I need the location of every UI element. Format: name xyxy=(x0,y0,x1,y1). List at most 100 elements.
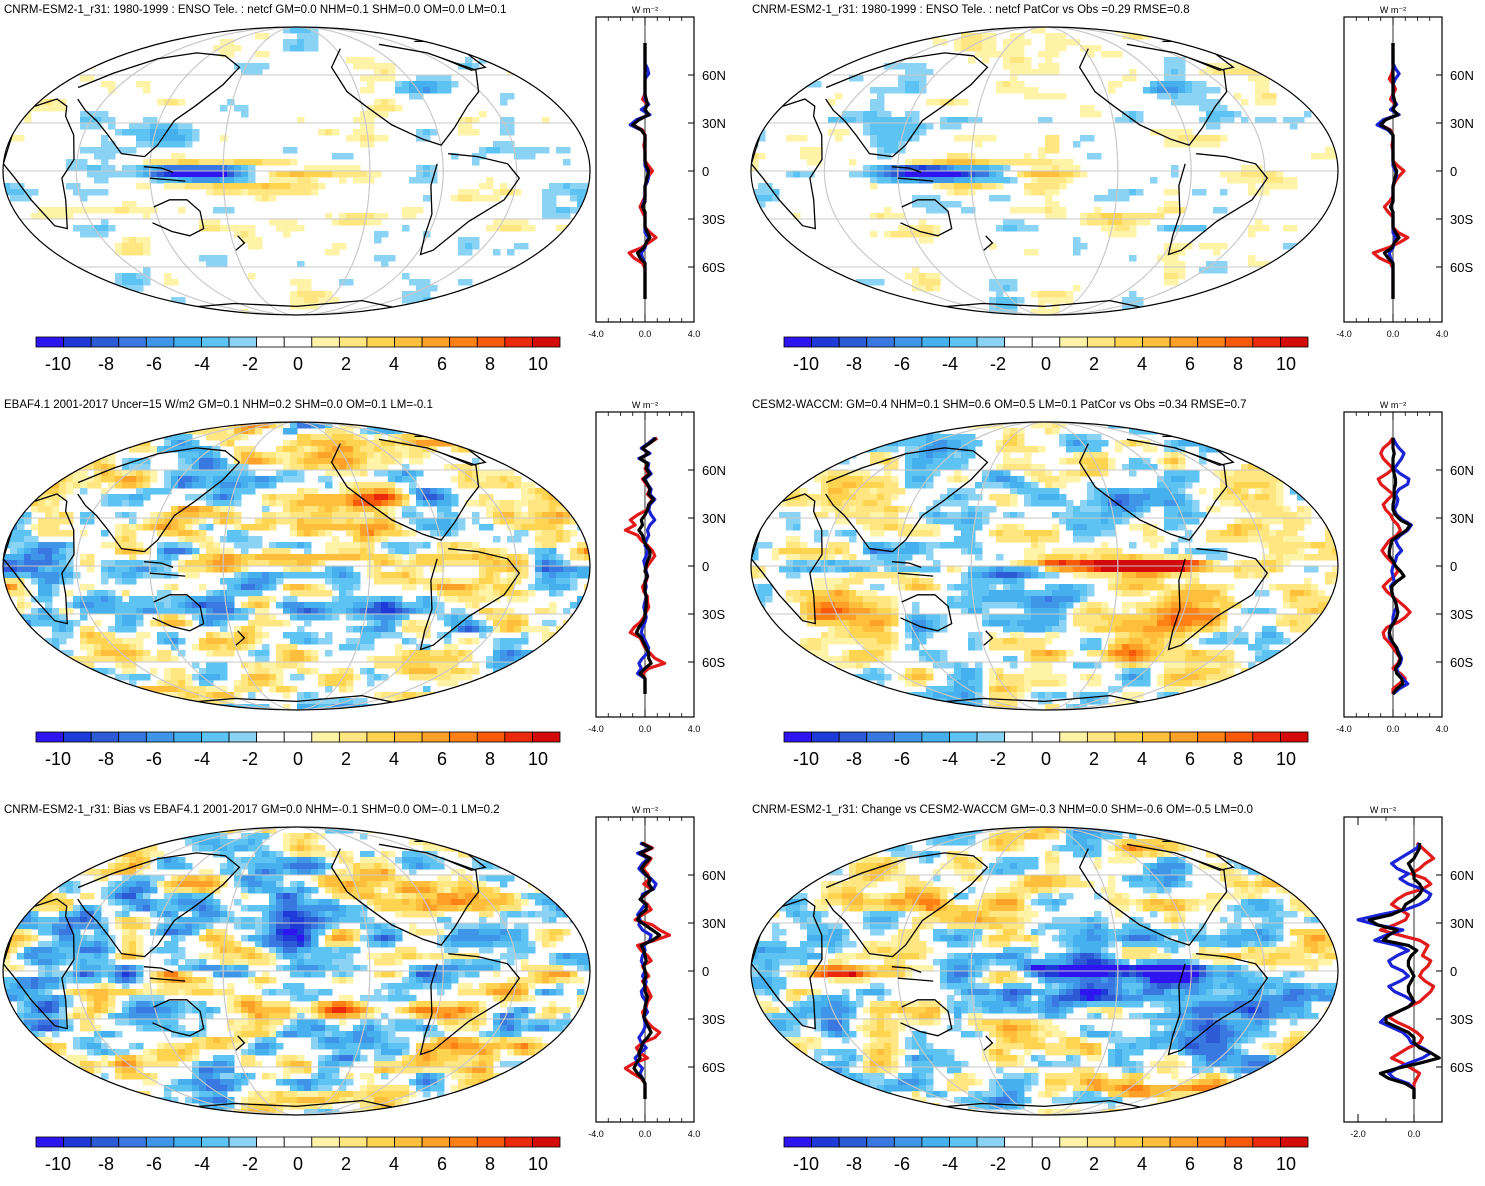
colorbar-segment xyxy=(477,732,505,742)
zonal-x-tick-label: 0.0 xyxy=(1387,329,1400,339)
colorbar-tick-label: -2 xyxy=(990,354,1006,374)
zonal-units: W m⁻² xyxy=(632,400,658,410)
lat-label: 60S xyxy=(702,1060,725,1075)
colorbar-segment xyxy=(36,1137,64,1147)
colorbar-segment xyxy=(977,732,1005,742)
colorbar-tick-label: -4 xyxy=(942,749,958,769)
panel-1: CNRM-ESM2-1_r31: 1980-1999 : ENSO Tele. … xyxy=(0,0,742,390)
map-field xyxy=(751,27,1340,316)
colorbar-segment xyxy=(1143,337,1171,347)
colorbar-segment xyxy=(312,1137,340,1147)
colorbar-segment xyxy=(450,1137,478,1147)
zonal-units: W m⁻² xyxy=(1380,400,1406,410)
colorbar-segment xyxy=(1115,1137,1143,1147)
colorbar-segment xyxy=(867,1137,895,1147)
zonal-x-tick-label: 0.0 xyxy=(639,329,652,339)
colorbar-segment xyxy=(284,1137,312,1147)
colorbar-segment xyxy=(532,337,560,347)
colorbar-tick-label: 0 xyxy=(293,749,303,769)
colorbar-tick-label: -2 xyxy=(990,749,1006,769)
colorbar-segment xyxy=(1225,337,1253,347)
colorbar-tick-label: 8 xyxy=(485,1154,495,1174)
zonal-x-tick-label: -4.0 xyxy=(1336,724,1352,734)
colorbar-segment xyxy=(894,732,922,742)
lat-label: 30N xyxy=(1450,916,1474,931)
colorbar-tick-label: -6 xyxy=(894,749,910,769)
colorbar-segment xyxy=(395,1137,423,1147)
zonal-series-model xyxy=(625,843,669,1099)
colorbar-segment xyxy=(1280,732,1308,742)
zonal-x-tick-label: 4.0 xyxy=(1436,329,1449,339)
colorbar-tick-label: -2 xyxy=(242,1154,258,1174)
colorbar-segment xyxy=(1225,732,1253,742)
colorbar-segment xyxy=(1060,1137,1088,1147)
lat-label: 30N xyxy=(1450,116,1474,131)
lat-label: 60S xyxy=(1450,1060,1473,1075)
lat-label: 60N xyxy=(702,68,726,83)
panel-title: CNRM-ESM2-1_r31: 1980-1999 : ENSO Tele. … xyxy=(752,4,1190,16)
map-field xyxy=(751,827,1340,1116)
zonal-x-tick-label: 4.0 xyxy=(688,329,701,339)
colorbar-tick-label: 10 xyxy=(1276,354,1296,374)
colorbar-segment xyxy=(812,337,840,347)
colorbar-tick-label: -2 xyxy=(242,354,258,374)
colorbar-segment xyxy=(1115,732,1143,742)
zonal-units: W m⁻² xyxy=(1380,5,1406,15)
colorbar-tick-label: -4 xyxy=(194,354,210,374)
colorbar-segment xyxy=(505,1137,533,1147)
colorbar-tick-label: -6 xyxy=(894,354,910,374)
colorbar-tick-label: 10 xyxy=(528,1154,548,1174)
colorbar-segment xyxy=(505,732,533,742)
colorbar-tick-label: 8 xyxy=(1233,1154,1243,1174)
colorbar-tick-label: 8 xyxy=(485,749,495,769)
colorbar-segment xyxy=(949,1137,977,1147)
lat-label: 0 xyxy=(702,164,709,179)
lat-label: 60N xyxy=(1450,68,1474,83)
zonal-x-tick-label: -2.0 xyxy=(1350,1129,1366,1139)
colorbar-tick-label: 6 xyxy=(1185,749,1195,769)
colorbar-segment xyxy=(1060,337,1088,347)
colorbar-tick-label: 2 xyxy=(341,749,351,769)
colorbar-tick-label: 4 xyxy=(389,354,399,374)
lat-label: 60N xyxy=(1450,463,1474,478)
colorbar-tick-label: -4 xyxy=(942,1154,958,1174)
colorbar-tick-label: -8 xyxy=(846,354,862,374)
colorbar-segment xyxy=(1253,337,1281,347)
zonal-x-tick-label: 0.0 xyxy=(1387,724,1400,734)
colorbar-segment xyxy=(949,732,977,742)
lat-label: 30S xyxy=(1450,1012,1473,1027)
zonal-x-tick-label: 0.0 xyxy=(639,724,652,734)
colorbar-segment xyxy=(367,732,395,742)
colorbar-tick-label: 6 xyxy=(437,1154,447,1174)
colorbar-segment xyxy=(1060,732,1088,742)
panel-2-svg: CNRM-ESM2-1_r31: 1980-1999 : ENSO Tele. … xyxy=(748,0,1485,390)
colorbar-segment xyxy=(839,1137,867,1147)
colorbar-segment xyxy=(312,732,340,742)
colorbar-segment xyxy=(64,1137,92,1147)
colorbar-segment xyxy=(339,337,367,347)
colorbar-segment xyxy=(922,732,950,742)
colorbar-segment xyxy=(1280,337,1308,347)
colorbar-tick-label: -8 xyxy=(846,749,862,769)
colorbar-segment xyxy=(395,732,423,742)
colorbar-segment xyxy=(450,337,478,347)
panel-2: CNRM-ESM2-1_r31: 1980-1999 : ENSO Tele. … xyxy=(748,0,1485,390)
colorbar-tick-label: 0 xyxy=(293,354,303,374)
zonal-x-tick-label: -4.0 xyxy=(588,1129,604,1139)
colorbar-segment xyxy=(812,732,840,742)
colorbar-segment xyxy=(174,732,202,742)
zonal-x-tick-label: 4.0 xyxy=(1436,724,1449,734)
panel-5: CNRM-ESM2-1_r31: Bias vs EBAF4.1 2001-20… xyxy=(0,800,742,1181)
panel-title: EBAF4.1 2001-2017 Uncer=15 W/m2 GM=0.1 N… xyxy=(4,399,433,411)
colorbar-tick-label: -6 xyxy=(146,749,162,769)
colorbar-tick-label: 4 xyxy=(389,1154,399,1174)
colorbar-segment xyxy=(894,1137,922,1147)
colorbar-segment xyxy=(422,337,450,347)
colorbar-tick-label: 10 xyxy=(1276,1154,1296,1174)
colorbar-segment xyxy=(1032,337,1060,347)
